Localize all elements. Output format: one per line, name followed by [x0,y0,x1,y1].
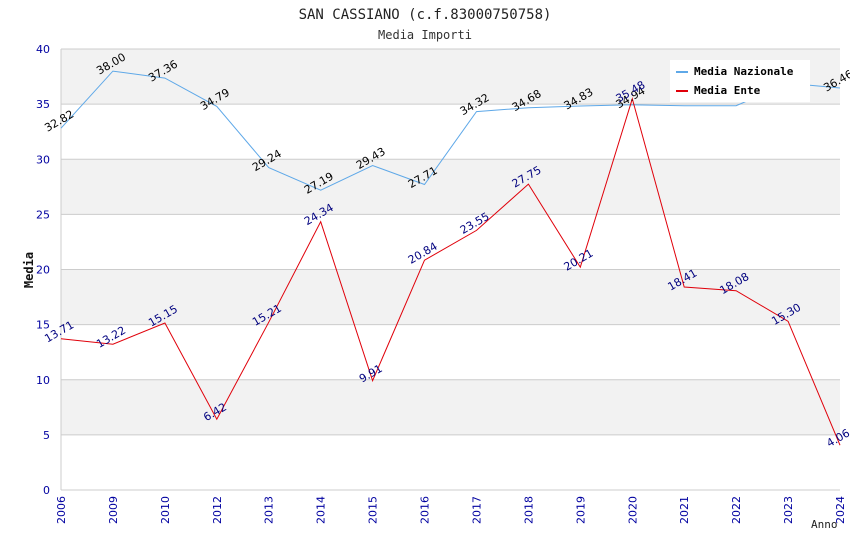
x-tick-label: 2015 [367,496,380,524]
x-tick-label: 2019 [574,496,587,524]
y-tick-label: 10 [36,374,50,387]
x-tick-labels: 2006 2009 2010 2012 2013 2014 2015 2016 2017 2018… [55,496,847,524]
x-tick-label: 2013 [263,496,276,524]
y-tick-labels: 0 5 10 15 20 25 30 35 40 [36,43,50,497]
y-tick-label: 5 [43,429,50,442]
y-axis-label: Media [22,252,36,288]
background-bands [61,49,840,490]
legend-label-media-ente: Media Ente [694,84,761,97]
band-25 [61,159,840,215]
band-10 [61,324,840,380]
x-axis-label: Anno [811,518,838,531]
x-tick-label: 2022 [730,496,743,524]
band-15 [61,269,840,325]
y-tick-label: 35 [36,98,50,111]
x-tick-label: 2017 [470,496,483,524]
y-tick-label: 0 [43,484,50,497]
series-lines [60,70,841,446]
band-30 [61,104,840,160]
y-tick-label: 40 [36,43,50,56]
y-tick-label: 20 [36,264,50,277]
chart-subtitle: Media Importi [378,28,472,42]
series-line-media-nazionale [60,70,841,191]
x-tick-label: 2023 [782,496,795,524]
chart-title: SAN CASSIANO (c.f.83000750758) [299,7,552,23]
band-20 [61,214,840,270]
x-tick-label: 2020 [626,496,639,524]
legend-label-media-nazionale: Media Nazionale [694,65,794,78]
x-tick-label: 2014 [315,496,328,524]
axes [60,49,840,491]
x-tick-label: 2018 [522,496,535,524]
x-tick-label: 2024 [834,496,847,524]
legend: Media Nazionale Media Ente [670,60,810,102]
x-tick-label: 2006 [55,496,68,524]
y-tick-label: 25 [36,208,50,221]
x-tick-label: 2010 [159,496,172,524]
x-tick-label: 2012 [211,496,224,524]
x-tick-label: 2009 [107,496,120,524]
band-5 [61,379,840,435]
x-tick-label: 2021 [678,496,691,524]
x-tick-label: 2016 [419,496,432,524]
y-tick-label: 15 [36,319,50,332]
legend-box [670,60,810,102]
y-tick-label: 30 [36,153,50,166]
band-0 [61,434,840,490]
series-line-media-ente [60,97,841,446]
